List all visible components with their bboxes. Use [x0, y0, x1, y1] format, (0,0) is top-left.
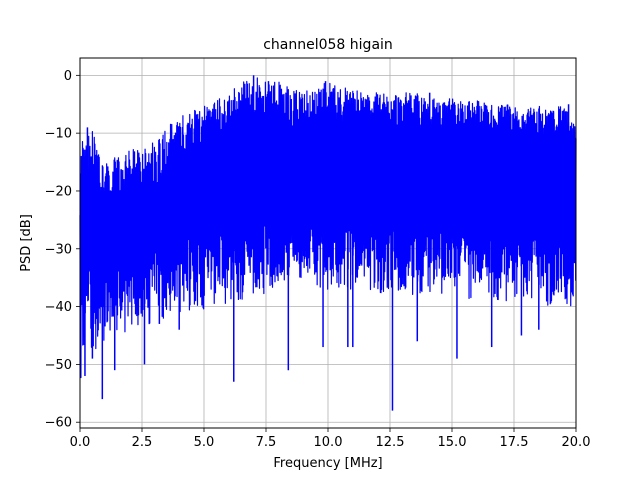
y-tick-label: −30	[45, 242, 72, 257]
y-tick-label: −10	[45, 127, 72, 142]
x-tick-label: 2.5	[132, 435, 153, 450]
x-tick-label: 7.5	[256, 435, 277, 450]
x-tick-label: 12.5	[376, 435, 405, 450]
x-axis-ticks: 0.0 2.5 5.0 7.5 10.0 12.5 15.0 17.5 20.0	[70, 428, 591, 450]
x-tick-label: 0.0	[70, 435, 91, 450]
x-tick-label: 20.0	[562, 435, 591, 450]
y-axis-label: PSD [dB]	[19, 214, 34, 272]
y-tick-label: −60	[45, 416, 72, 431]
y-tick-label: −50	[45, 358, 72, 373]
x-tick-label: 5.0	[194, 435, 215, 450]
chart-title: channel058 higain	[263, 37, 393, 53]
x-axis-label: Frequency [MHz]	[273, 456, 382, 471]
y-axis-ticks: 0 −10 −20 −30 −40 −50 −60	[45, 69, 80, 431]
y-tick-label: 0	[64, 69, 72, 84]
y-tick-label: −20	[45, 184, 72, 199]
x-tick-label: 15.0	[438, 435, 467, 450]
y-tick-label: −40	[45, 300, 72, 315]
x-tick-label: 17.5	[500, 435, 529, 450]
x-tick-label: 10.0	[314, 435, 343, 450]
psd-trace	[79, 75, 577, 411]
psd-series-line	[79, 77, 577, 379]
